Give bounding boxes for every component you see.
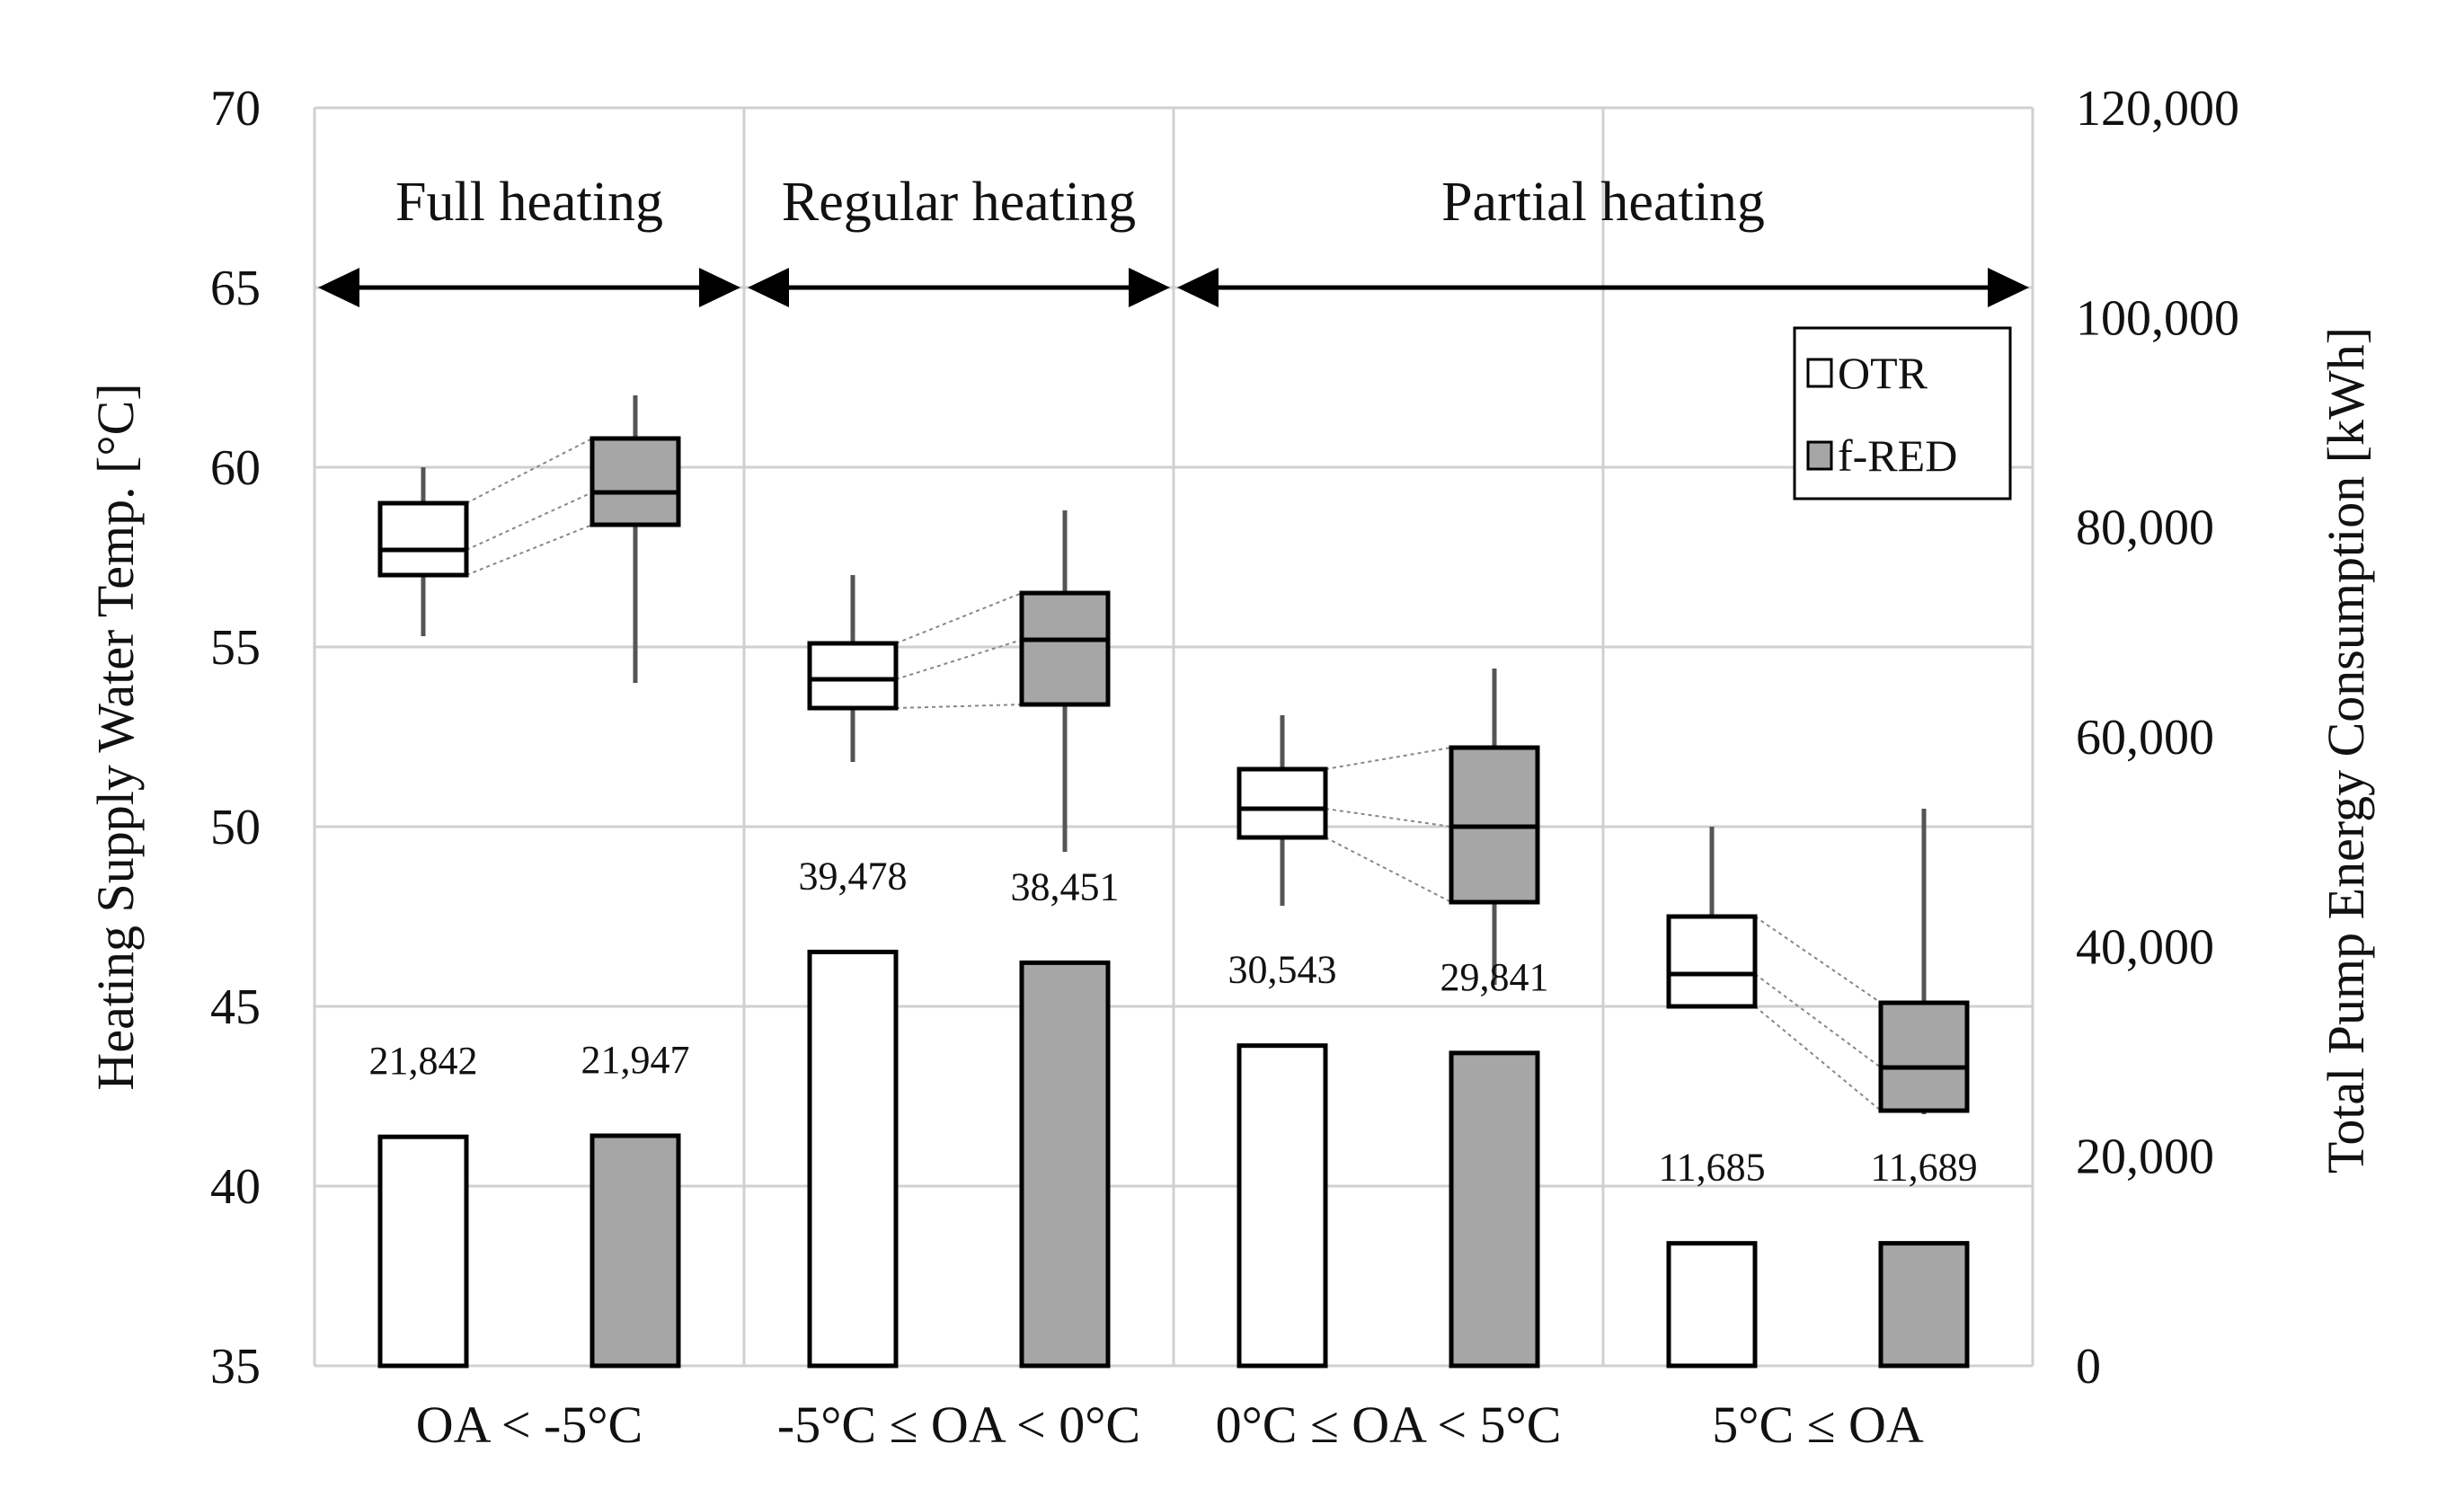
connector-line bbox=[465, 524, 593, 576]
right-axis-title: Total Pump Energy Consumption [kWh] bbox=[2317, 327, 2375, 1174]
region-arrow-head-left bbox=[748, 268, 789, 307]
right-tick-label: 0 bbox=[2076, 1339, 2101, 1395]
left-tick-label: 60 bbox=[210, 440, 261, 496]
region-label: Partial heating bbox=[1441, 172, 1765, 233]
connector-line bbox=[1754, 916, 1882, 1004]
region-arrow-head-right bbox=[699, 268, 740, 307]
right-tick-label: 60,000 bbox=[2076, 710, 2214, 766]
connector-line bbox=[1754, 973, 1882, 1068]
boxplots bbox=[377, 395, 1970, 1114]
bar-fred bbox=[1878, 1241, 1970, 1369]
connector-line bbox=[465, 438, 593, 504]
region-arrow-head-left bbox=[1177, 268, 1219, 307]
bar-value-label: 38,451 bbox=[1011, 864, 1120, 908]
grid-lines bbox=[313, 106, 2034, 1368]
category-label: 0°C ≤ OA < 5°C bbox=[1216, 1395, 1562, 1454]
bar-fred bbox=[1019, 960, 1111, 1369]
box-fred bbox=[1878, 1000, 1970, 1113]
connector-line bbox=[1325, 808, 1452, 828]
data-labels: 21,842 21,947 39,478 38,451 30,543 29,841 11,6… bbox=[369, 854, 1978, 1189]
bar-value-label: 29,841 bbox=[1440, 955, 1549, 999]
box-fred bbox=[1019, 590, 1111, 707]
right-tick-label: 120,000 bbox=[2076, 81, 2239, 137]
category-label: OA < -5°C bbox=[416, 1395, 643, 1454]
bar-value-label: 30,543 bbox=[1228, 948, 1337, 992]
bar-value-label: 21,842 bbox=[369, 1039, 478, 1083]
bars bbox=[377, 949, 1970, 1369]
connector-line bbox=[465, 492, 593, 551]
region-arrow-head-left bbox=[318, 268, 359, 307]
bar-fred bbox=[1449, 1050, 1540, 1369]
bar-value-label: 11,685 bbox=[1658, 1146, 1765, 1190]
connector-line bbox=[895, 592, 1023, 644]
legend: OTR f-RED bbox=[1793, 326, 2012, 500]
region-arrow-head-right bbox=[1988, 268, 2029, 307]
bar-otr bbox=[1666, 1241, 1758, 1369]
legend-swatch-fred bbox=[1806, 440, 1833, 471]
right-tick-label: 80,000 bbox=[2076, 500, 2214, 556]
legend-label-otr: OTR bbox=[1838, 348, 1928, 398]
bar-otr bbox=[1236, 1043, 1328, 1369]
connector-line bbox=[895, 639, 1023, 680]
bar-value-label: 39,478 bbox=[799, 854, 908, 898]
bar-fred bbox=[589, 1133, 681, 1369]
category-label: 5°C ≤ OA bbox=[1712, 1395, 1924, 1454]
left-tick-label: 40 bbox=[210, 1159, 261, 1215]
connector-line bbox=[895, 704, 1023, 709]
box-otr bbox=[807, 641, 899, 711]
left-tick-label: 65 bbox=[210, 261, 261, 316]
right-tick-label: 100,000 bbox=[2076, 290, 2239, 346]
connector-line bbox=[1754, 1005, 1882, 1112]
legend-label-fred: f-RED bbox=[1838, 430, 1957, 481]
box-otr bbox=[1236, 766, 1328, 840]
connector-line bbox=[1325, 837, 1452, 903]
bar-otr bbox=[377, 1134, 469, 1369]
region-arrow-head-right bbox=[1129, 268, 1170, 307]
left-tick-label: 70 bbox=[210, 81, 261, 137]
category-label: -5°C ≤ OA < 0°C bbox=[777, 1395, 1140, 1454]
bar-value-label: 21,947 bbox=[581, 1038, 690, 1082]
box-otr bbox=[1666, 914, 1758, 1009]
left-tick-label: 55 bbox=[210, 620, 261, 676]
left-tick-label: 35 bbox=[210, 1339, 261, 1395]
legend-swatch-otr bbox=[1806, 358, 1833, 388]
right-tick-label: 20,000 bbox=[2076, 1129, 2214, 1185]
box-fred bbox=[589, 436, 681, 527]
region-label: Full heating bbox=[395, 172, 663, 233]
right-tick-label: 40,000 bbox=[2076, 919, 2214, 975]
left-tick-label: 50 bbox=[210, 800, 261, 855]
left-axis-title: Heating Supply Water Temp. [°C] bbox=[86, 383, 145, 1090]
left-tick-label: 45 bbox=[210, 979, 261, 1035]
bar-value-label: 11,689 bbox=[1870, 1146, 1977, 1190]
region-label: Regular heating bbox=[782, 172, 1136, 233]
region-arrows: Full heating Regular heating Partial heati… bbox=[318, 172, 2029, 307]
bar-otr bbox=[807, 949, 899, 1369]
connector-line bbox=[1325, 747, 1452, 770]
box-otr bbox=[377, 500, 469, 578]
axes: 35 40 45 50 55 60 65 70 0 20,000 40,000 60,000 80,00… bbox=[210, 81, 2239, 1454]
